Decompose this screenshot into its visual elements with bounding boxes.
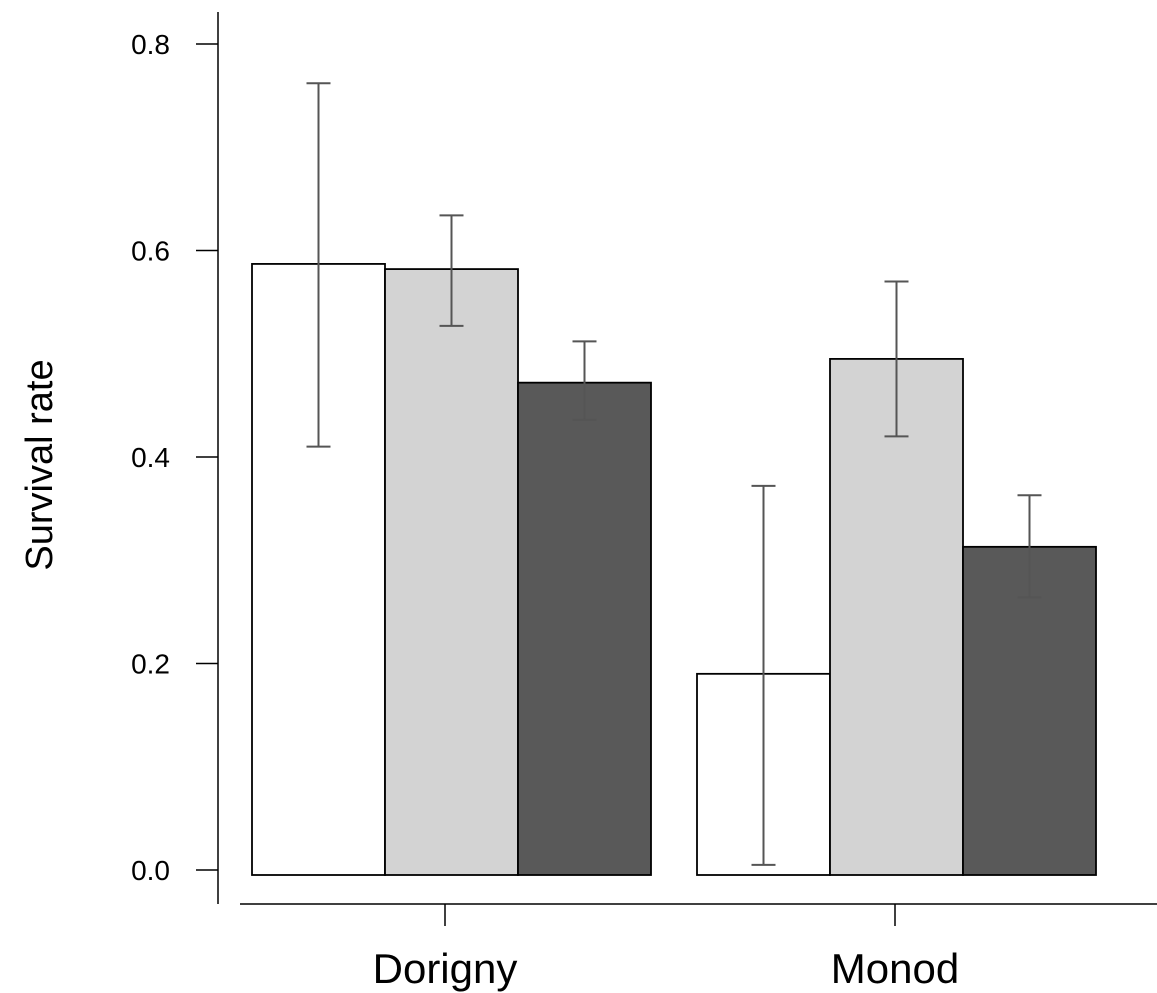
bar — [517, 381, 652, 876]
x-category-label: Monod — [831, 945, 959, 992]
x-category-label: Dorigny — [373, 945, 518, 992]
y-tick-label: 0.6 — [131, 236, 170, 267]
y-axis-title: Survival rate — [19, 359, 61, 570]
bar — [829, 358, 964, 876]
bar-series — [251, 263, 1097, 876]
y-axis-ticks: 0.0 0.2 0.4 0.6 0.8 — [131, 29, 218, 886]
y-tick-label: 0.0 — [131, 855, 170, 886]
bar — [384, 268, 519, 876]
y-tick-label: 0.2 — [131, 649, 170, 680]
x-axis-ticks: Dorigny Monod — [373, 904, 959, 992]
y-tick-label: 0.4 — [131, 442, 170, 473]
bar — [962, 545, 1097, 876]
y-tick-label: 0.8 — [131, 29, 170, 60]
error-bars — [306, 82, 1042, 866]
